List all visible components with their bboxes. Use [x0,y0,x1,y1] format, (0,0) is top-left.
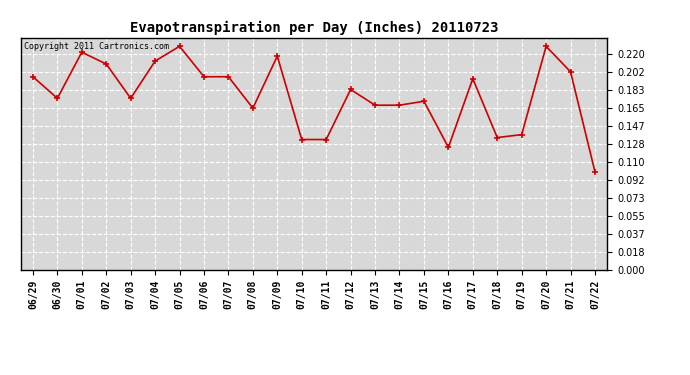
Title: Evapotranspiration per Day (Inches) 20110723: Evapotranspiration per Day (Inches) 2011… [130,21,498,35]
Text: Copyright 2011 Cartronics.com: Copyright 2011 Cartronics.com [23,42,168,51]
